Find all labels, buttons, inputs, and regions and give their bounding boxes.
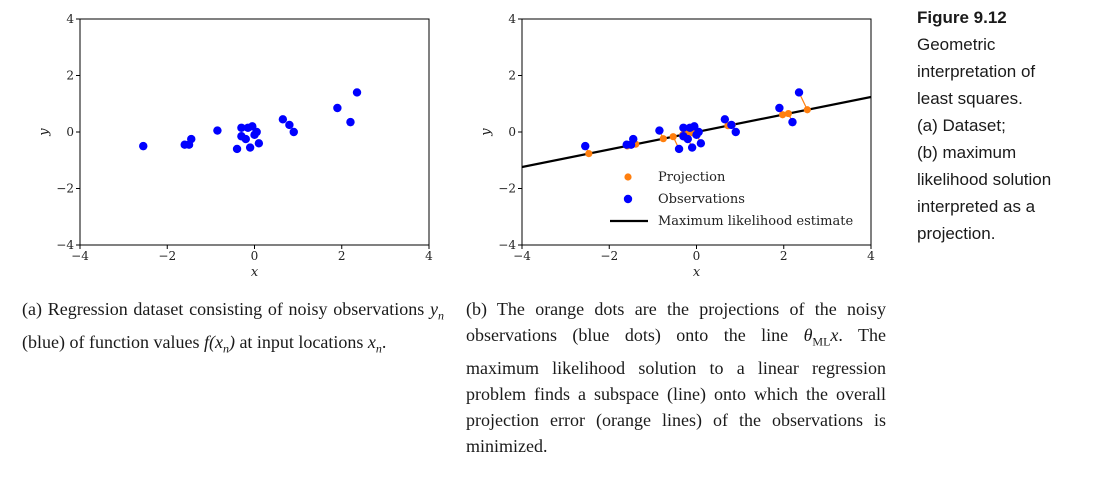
observation-point	[788, 117, 797, 127]
observation-point	[285, 120, 294, 130]
projection-point	[659, 135, 667, 143]
legend-label: Maximum likelihood estimate	[658, 214, 853, 229]
y-tick-label: −2	[498, 182, 516, 196]
y-tick-label: 0	[66, 125, 74, 139]
observation-point	[687, 143, 697, 152]
caption-a-fxn: f(xn)	[203, 331, 235, 356]
caption-a-yn: yn	[430, 299, 444, 323]
x-tick-label: −4	[513, 249, 531, 263]
x-tick-label: 4	[425, 249, 433, 263]
side-caption-line: Geometric	[917, 35, 996, 54]
observation-point	[629, 134, 638, 144]
observation-point	[252, 127, 261, 137]
observation-point	[187, 134, 196, 144]
projection-point	[669, 133, 677, 141]
observation-point	[278, 115, 288, 124]
y-tick-label: 0	[508, 125, 516, 139]
side-caption-line: (b) maximum	[917, 143, 1017, 162]
observation-point	[139, 141, 148, 151]
projection-point	[803, 106, 811, 114]
observation-point	[794, 88, 804, 97]
x-tick-label: 0	[693, 249, 701, 263]
caption-a-end: .	[381, 331, 387, 352]
x-axis-label: x	[693, 265, 701, 280]
side-caption-line: least squares.	[917, 89, 1023, 108]
observation-point	[237, 123, 246, 132]
observation-point	[727, 120, 736, 130]
legend-observations-marker	[623, 194, 633, 204]
caption-b-theta: θMLx	[803, 325, 839, 349]
chart-panel-a: −4 −2 0 2 4 −4 −2 0 2 4 x y	[0, 0, 460, 290]
caption-a-mid2: at input locations	[234, 331, 368, 352]
side-caption-line: interpretation of	[917, 62, 1036, 81]
side-caption: Figure 9.12 Geometric interpretation of le…	[917, 4, 1112, 247]
legend-label: Observations	[658, 192, 745, 207]
side-caption-lines: Geometric interpretation of least squares.…	[917, 31, 1112, 247]
caption-a-mid: (blue) of function values	[22, 331, 204, 352]
observation-point	[679, 123, 688, 132]
observation-point	[674, 144, 684, 154]
observation-point	[696, 139, 706, 148]
x-axis-label: x	[251, 265, 259, 280]
side-caption-line: (a) Dataset;	[917, 116, 1006, 135]
observation-point	[333, 103, 342, 113]
y-axis-label: y	[479, 128, 494, 137]
chart-b-svg: −4 −2 0 2 4 −4 −2 0 2 4 x y Projection Observations Ma…	[479, 12, 875, 280]
y-tick-label: 4	[508, 12, 516, 26]
y-axis-label: y	[37, 128, 52, 137]
x-tick-label: −2	[158, 249, 176, 263]
x-tick-label: 2	[338, 249, 346, 263]
y-tick-label: 2	[66, 69, 74, 83]
observation-point	[731, 127, 740, 137]
legend-label: Projection	[658, 170, 726, 185]
caption-b: (b) The orange dots are the projections …	[466, 296, 886, 459]
observation-point	[690, 122, 699, 131]
figure-number: Figure 9.12	[917, 8, 1007, 27]
y-tick-label: 2	[508, 69, 516, 83]
observation-point	[254, 139, 264, 148]
caption-a: (a) Regression dataset consisting of noi…	[22, 296, 444, 361]
chart-panel-b: −4 −2 0 2 4 −4 −2 0 2 4 x y Projection Observations Ma…	[460, 0, 900, 290]
observation-point	[245, 143, 255, 152]
projection-point	[784, 109, 792, 118]
observation-point	[248, 122, 257, 131]
observation-point	[683, 134, 692, 144]
observation-point	[213, 126, 222, 135]
x-tick-label: 0	[251, 249, 259, 263]
y-tick-label: −4	[498, 238, 516, 252]
observation-point	[655, 126, 664, 135]
observation-point	[241, 134, 250, 144]
side-caption-line: projection.	[917, 224, 996, 243]
caption-a-prefix: (a) Regression dataset consisting of noi…	[22, 299, 430, 319]
observation-point	[352, 88, 362, 97]
x-tick-label: 2	[780, 249, 788, 263]
caption-b-prefix: (b) The orange dots are the projections …	[466, 299, 886, 345]
observation-point	[289, 127, 298, 137]
projection-point	[779, 111, 787, 119]
y-tick-label: 4	[66, 12, 74, 26]
projection-point	[585, 150, 593, 158]
x-tick-label: −4	[71, 249, 89, 263]
observation-point	[581, 141, 590, 151]
observation-point	[346, 117, 355, 127]
legend-projection-marker	[624, 173, 632, 181]
chart-a-svg: −4 −2 0 2 4 −4 −2 0 2 4 x y	[37, 12, 433, 280]
x-tick-label: 4	[867, 249, 875, 263]
y-tick-label: −2	[56, 182, 74, 196]
x-tick-label: −2	[600, 249, 618, 263]
caption-a-xn: xn	[367, 331, 382, 356]
observation-point	[694, 127, 703, 137]
y-tick-label: −4	[56, 238, 74, 252]
observation-point	[775, 103, 784, 113]
caption-b-end: . The maximum likelihood solution to a l…	[466, 325, 886, 456]
side-caption-line: likelihood solution	[917, 170, 1052, 189]
observation-point	[232, 144, 242, 154]
side-caption-line: interpreted as a	[917, 197, 1036, 216]
observation-point	[720, 115, 730, 124]
